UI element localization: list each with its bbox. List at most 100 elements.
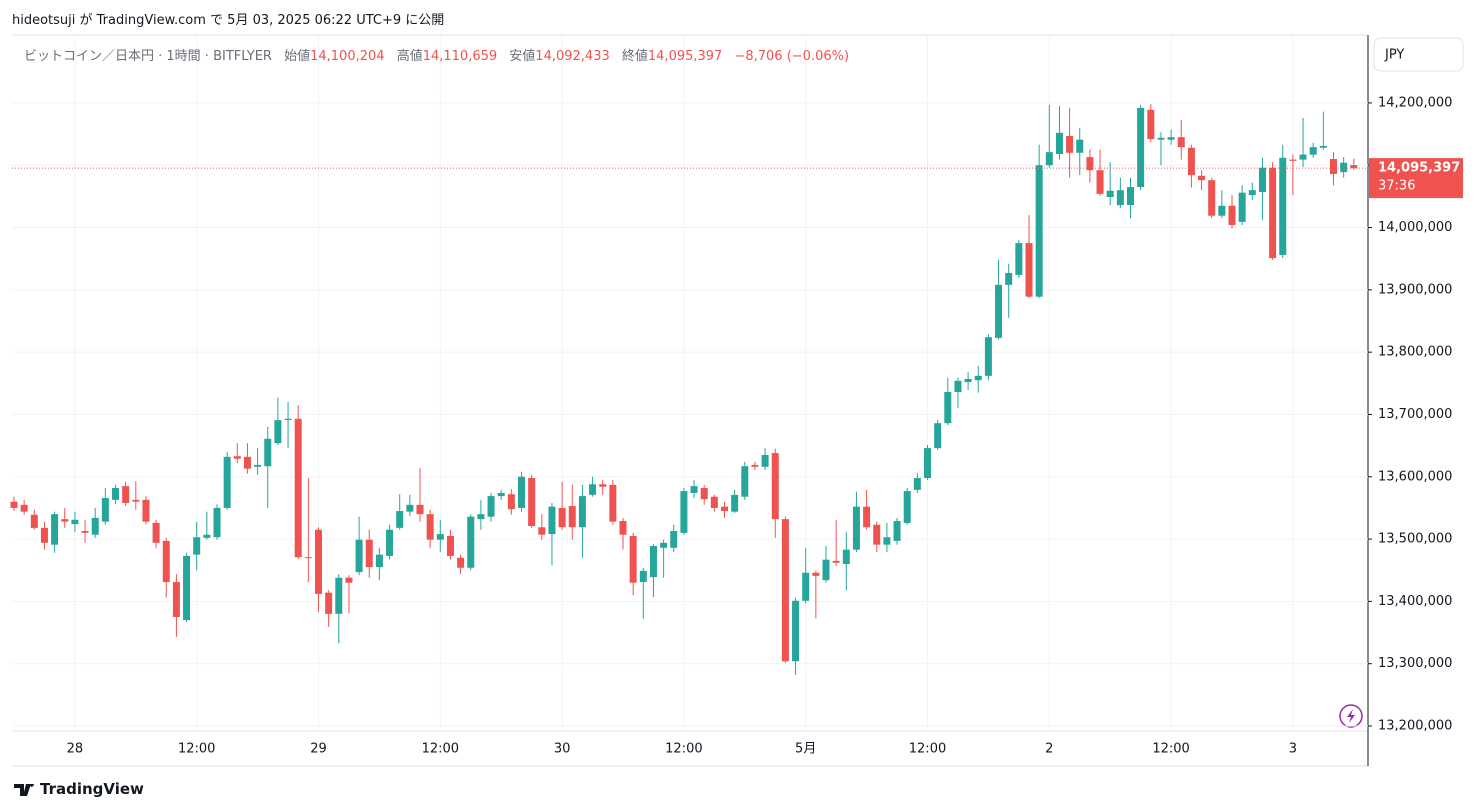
candle-body bbox=[152, 522, 160, 543]
candle-body bbox=[832, 560, 840, 563]
candle-body bbox=[132, 499, 140, 502]
candle-body bbox=[396, 511, 404, 528]
candle-body bbox=[457, 557, 465, 568]
candle-body bbox=[1177, 137, 1185, 148]
candle-body bbox=[568, 506, 576, 528]
candle-body bbox=[1005, 273, 1013, 285]
candle-body bbox=[974, 375, 982, 381]
candle-body bbox=[1187, 147, 1195, 176]
candle-body bbox=[1086, 157, 1094, 171]
y-tick-label: 13,500,000 bbox=[1378, 532, 1452, 547]
candle-body bbox=[1157, 137, 1165, 140]
candle-body bbox=[487, 496, 495, 517]
candle-body bbox=[518, 476, 525, 508]
candle-body bbox=[660, 542, 668, 548]
candle-body bbox=[213, 507, 221, 538]
alert-icon[interactable] bbox=[1339, 704, 1363, 728]
y-tick-label: 13,900,000 bbox=[1378, 282, 1452, 297]
candle-body bbox=[81, 530, 89, 533]
candle-body bbox=[162, 540, 170, 583]
candle-body bbox=[964, 378, 972, 383]
candle-body bbox=[101, 497, 109, 522]
candle-body bbox=[284, 418, 292, 421]
candle-body bbox=[1045, 152, 1053, 166]
candle-body bbox=[416, 504, 424, 515]
brand-logo bbox=[14, 784, 34, 796]
candle-body bbox=[751, 464, 759, 467]
symbol: ビットコイン／日本円 · 1時間 · BITFLYER bbox=[24, 49, 272, 64]
candle-body bbox=[1218, 205, 1226, 216]
x-tick-label: 5月 bbox=[795, 742, 816, 757]
candle-body bbox=[264, 438, 272, 467]
candle-body bbox=[639, 570, 647, 583]
y-tick-label: 13,600,000 bbox=[1378, 469, 1452, 484]
candle-body bbox=[924, 448, 931, 479]
publish-note: hideotsuji が TradingView.com で 5月 03, 20… bbox=[12, 13, 445, 28]
candle-body bbox=[315, 529, 322, 594]
x-tick-label: 12:00 bbox=[909, 742, 946, 757]
candle-body bbox=[477, 514, 485, 520]
candle-body bbox=[578, 496, 586, 528]
candle-body bbox=[913, 478, 921, 490]
candle-body bbox=[954, 380, 962, 393]
candle-body bbox=[1106, 190, 1114, 198]
candle-body bbox=[1289, 159, 1297, 161]
candle-body bbox=[1258, 167, 1266, 193]
candle-body bbox=[1198, 175, 1206, 181]
candle-body bbox=[1147, 109, 1155, 140]
ohlc-value: 14,100,204 bbox=[310, 49, 385, 64]
y-tick-label: 14,000,000 bbox=[1378, 220, 1452, 235]
candle-body bbox=[355, 539, 363, 573]
candle-body bbox=[203, 534, 211, 538]
x-tick-label: 12:00 bbox=[178, 742, 215, 757]
candle-body bbox=[995, 284, 1003, 338]
candle-body bbox=[893, 521, 901, 541]
y-tick-label: 13,400,000 bbox=[1378, 594, 1452, 609]
candle-body bbox=[721, 506, 728, 512]
candle-body bbox=[507, 494, 515, 510]
candle-body bbox=[335, 577, 343, 614]
y-tick-label: 13,700,000 bbox=[1378, 407, 1452, 422]
y-tick-label: 14,200,000 bbox=[1378, 95, 1452, 110]
x-tick-label: 3 bbox=[1289, 742, 1297, 757]
candle-body bbox=[710, 496, 718, 508]
candle-body bbox=[112, 487, 119, 500]
candle-body bbox=[1238, 192, 1246, 222]
candle-body bbox=[91, 517, 99, 535]
y-tick-label: 13,300,000 bbox=[1378, 656, 1452, 671]
candle-body bbox=[599, 484, 607, 487]
x-tick-label: 12:00 bbox=[665, 742, 702, 757]
ohlc-value: 14,110,659 bbox=[422, 49, 498, 64]
candle-body bbox=[1025, 243, 1033, 297]
currency-label: JPY bbox=[1384, 48, 1404, 63]
y-tick-label: 13,200,000 bbox=[1378, 719, 1452, 734]
candle-body bbox=[1035, 165, 1043, 297]
ohlc-label: 終値 bbox=[621, 49, 648, 64]
candle-body bbox=[30, 514, 38, 528]
candle-body bbox=[802, 572, 810, 601]
candle-body bbox=[670, 530, 678, 548]
candle-body bbox=[1330, 158, 1337, 174]
candle-body bbox=[345, 577, 353, 583]
currency-button[interactable] bbox=[1373, 37, 1464, 72]
candle-body bbox=[731, 494, 739, 512]
candle-body bbox=[1350, 165, 1358, 169]
candle-body bbox=[122, 486, 130, 503]
candle-body bbox=[852, 506, 860, 550]
candle-body bbox=[243, 456, 251, 469]
candle-body bbox=[822, 559, 830, 581]
brand: TradingView bbox=[40, 780, 144, 798]
candle-body bbox=[1340, 162, 1348, 173]
candle-body bbox=[548, 506, 556, 535]
candle-body bbox=[690, 486, 698, 493]
ohlc-label: 高値 bbox=[396, 49, 423, 64]
candle-body bbox=[1137, 107, 1145, 188]
candle-body bbox=[223, 456, 231, 508]
candle-body bbox=[649, 545, 657, 578]
candle-body bbox=[741, 466, 749, 497]
candle-body bbox=[609, 484, 617, 522]
candle-body bbox=[1015, 243, 1023, 275]
candle-body bbox=[10, 501, 18, 508]
ohlc-label: 始値 bbox=[284, 49, 311, 64]
change: −8,706 (−0.06%) bbox=[734, 49, 850, 64]
